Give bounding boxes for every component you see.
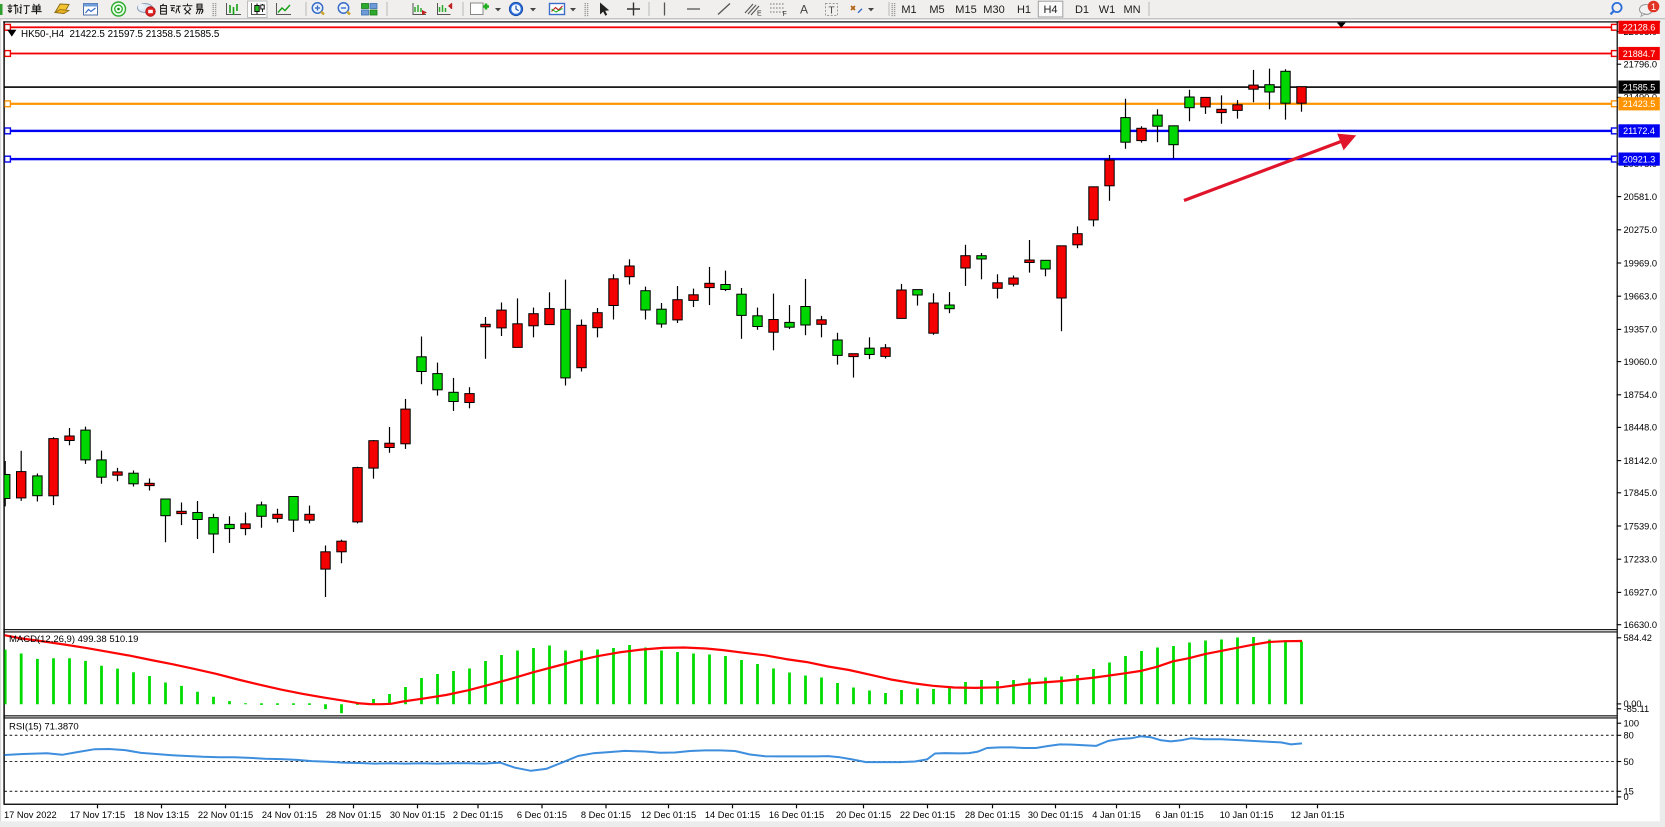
svg-text:H4: H4 [1043,4,1057,16]
svg-text:H1: H1 [1017,4,1031,16]
svg-text:1: 1 [1651,2,1656,13]
svg-text:14 Dec 01:15: 14 Dec 01:15 [705,810,760,820]
svg-text:20 Dec 01:15: 20 Dec 01:15 [836,810,891,820]
svg-text:17233.0: 17233.0 [1624,555,1658,565]
svg-text:A: A [800,3,808,17]
svg-text:17 Nov 2022: 17 Nov 2022 [4,810,57,820]
svg-text:T: T [829,6,835,17]
svg-text:0.00: 0.00 [1624,699,1642,709]
svg-text:8 Dec 01:15: 8 Dec 01:15 [581,810,631,820]
svg-text:-85.11: -85.11 [1624,704,1650,714]
svg-text:18448.0: 18448.0 [1624,423,1658,433]
svg-text:D1: D1 [1075,4,1089,16]
svg-text:21172.4: 21172.4 [1623,126,1655,136]
svg-text:12 Dec 01:15: 12 Dec 01:15 [641,810,696,820]
svg-text:20581.0: 20581.0 [1624,192,1658,202]
svg-text:22 Nov 01:15: 22 Nov 01:15 [198,810,253,820]
svg-text:4 Jan 01:15: 4 Jan 01:15 [1092,810,1141,820]
svg-text:17 Nov 17:15: 17 Nov 17:15 [70,810,125,820]
svg-text:M1: M1 [901,4,916,16]
svg-text:21796.0: 21796.0 [1624,60,1658,70]
svg-text:RSI(15) 71.3870: RSI(15) 71.3870 [9,722,79,733]
svg-text:21585.5: 21585.5 [1623,82,1656,92]
svg-text:21884.7: 21884.7 [1623,49,1656,59]
svg-text:12 Jan 01:15: 12 Jan 01:15 [1291,810,1345,820]
svg-text:18754.0: 18754.0 [1624,390,1658,400]
svg-text:15: 15 [1624,787,1634,797]
svg-text:19969.0: 19969.0 [1624,258,1658,268]
svg-text:584.42: 584.42 [1624,633,1652,643]
svg-text:17539.0: 17539.0 [1624,521,1658,531]
svg-text:HK50-,H4 21422.5 21597.5 2135: HK50-,H4 21422.5 21597.5 21358.5 21585.5 [21,29,220,40]
svg-text:17845.0: 17845.0 [1624,488,1658,498]
svg-text:M15: M15 [955,4,976,16]
svg-text:W1: W1 [1099,4,1116,16]
svg-text:19357.0: 19357.0 [1624,325,1658,335]
svg-text:10 Jan 01:15: 10 Jan 01:15 [1220,810,1274,820]
svg-text:30 Dec 01:15: 30 Dec 01:15 [1028,810,1083,820]
svg-text:MN: MN [1123,4,1140,16]
svg-text:18 Nov 13:15: 18 Nov 13:15 [134,810,189,820]
svg-text:16 Dec 01:15: 16 Dec 01:15 [769,810,824,820]
svg-text:6 Dec 01:15: 6 Dec 01:15 [517,810,567,820]
svg-text:28 Nov 01:15: 28 Nov 01:15 [326,810,381,820]
svg-text:50: 50 [1624,757,1634,767]
svg-text:18142.0: 18142.0 [1624,456,1658,466]
svg-text:28 Dec 01:15: 28 Dec 01:15 [965,810,1020,820]
svg-text:E: E [757,11,762,18]
svg-text:19663.0: 19663.0 [1624,292,1658,302]
svg-text:6 Jan 01:15: 6 Jan 01:15 [1155,810,1204,820]
svg-text:24 Nov 01:15: 24 Nov 01:15 [262,810,317,820]
svg-text:0: 0 [1624,792,1629,802]
svg-text:M30: M30 [983,4,1004,16]
svg-text:M5: M5 [929,4,944,16]
svg-text:20275.0: 20275.0 [1624,225,1658,235]
svg-text:F: F [783,11,787,18]
svg-text:19060.0: 19060.0 [1624,357,1658,367]
svg-text:16630.0: 16630.0 [1624,620,1658,630]
svg-text:21423.5: 21423.5 [1623,99,1656,109]
svg-text:22 Dec 01:15: 22 Dec 01:15 [900,810,955,820]
svg-text:2 Dec 01:15: 2 Dec 01:15 [453,810,503,820]
svg-text:80: 80 [1624,731,1634,741]
svg-text:30 Nov 01:15: 30 Nov 01:15 [390,810,445,820]
svg-text:16927.0: 16927.0 [1624,588,1658,598]
svg-text:22128.6: 22128.6 [1623,23,1656,33]
svg-text:100: 100 [1624,719,1640,729]
svg-text:20921.3: 20921.3 [1623,154,1656,164]
svg-text:MACD(12,26,9) 499.38 510.19: MACD(12,26,9) 499.38 510.19 [9,634,138,645]
